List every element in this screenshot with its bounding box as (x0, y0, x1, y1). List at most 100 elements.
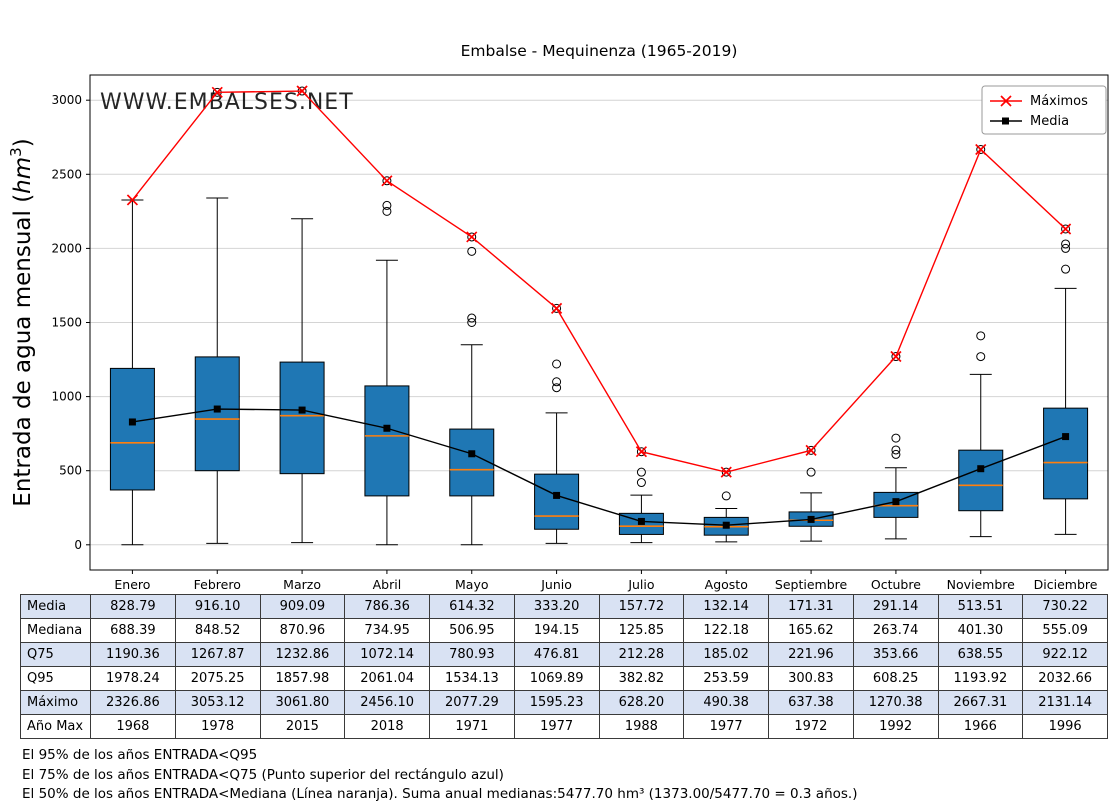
stat-cell: 1971 (429, 714, 515, 739)
x-tick-label: Agosto (705, 577, 748, 592)
series-máximos (126, 85, 1072, 478)
stat-cell: 157.72 (598, 594, 685, 619)
box-month-1 (194, 87, 240, 544)
y-tick-label: 3000 (51, 93, 82, 107)
stat-cell: 506.95 (429, 618, 515, 643)
x-tick-labels: Enero Febrero Marzo Abril Mayo Junio Julio Agos… (114, 570, 1098, 592)
iqr-box (958, 449, 1004, 512)
footer-notes: El 95% de los años ENTRADA<Q95 El 75% de … (22, 746, 857, 805)
outlier-marker (806, 445, 816, 455)
stat-cell: 1270.38 (852, 690, 939, 715)
outlier-marker (806, 467, 816, 477)
row-label: Mediana (20, 618, 91, 643)
stat-cell: 1972 (768, 714, 854, 739)
legend-label: Media (1030, 114, 1069, 129)
stat-cell: 1988 (598, 714, 685, 739)
y-axis-label: Entrada de agua mensual (hm3) (7, 138, 36, 506)
x-tick-label: Diciembre (1034, 577, 1098, 592)
outlier-marker (891, 352, 901, 362)
stat-cell: 1595.23 (513, 690, 600, 715)
outlier-marker (976, 331, 986, 341)
stat-cell: 221.96 (768, 642, 854, 667)
box-month-8 (788, 445, 834, 542)
outlier-marker (721, 491, 731, 501)
box-month-2 (279, 86, 325, 544)
stat-cell: 1069.89 (513, 666, 600, 691)
box-month-7 (703, 467, 749, 543)
outlier-marker (891, 449, 901, 459)
stat-cell: 2018 (344, 714, 430, 739)
y-tick-labels: 0 500 1000 1500 2000 2500 3000 (51, 93, 90, 552)
outlier-marker (467, 313, 477, 323)
square-marker-icon (1002, 117, 1009, 125)
stat-cell: 3061.80 (259, 690, 346, 715)
stat-cell: 1977 (683, 714, 769, 739)
stat-cell: 382.82 (598, 666, 685, 691)
x-tick-label: Julio (627, 577, 654, 592)
stat-cell: 608.25 (852, 666, 939, 691)
outlier-marker (636, 447, 646, 457)
y-tick-label: 1000 (51, 390, 82, 404)
x-tick-label: Octubre (871, 577, 921, 592)
footer-note: El 75% de los años ENTRADA<Q75 (Punto su… (22, 766, 504, 783)
x-tick-label: Junio (540, 577, 572, 592)
stat-cell: 688.39 (90, 618, 176, 643)
iqr-box (109, 367, 155, 491)
stat-cell: 1966 (937, 714, 1024, 739)
stat-cell: 476.81 (513, 642, 600, 667)
stat-cell: 300.83 (768, 666, 854, 691)
box-month-4 (449, 232, 495, 546)
stat-cell: 132.14 (683, 594, 769, 619)
stat-cell: 291.14 (852, 594, 939, 619)
outlier-marker (1061, 243, 1071, 253)
y-tick-label: 0 (74, 538, 82, 552)
stat-cell: 730.22 (1022, 594, 1108, 619)
stats-row: Mediana 688.39 848.52 870.96 734.95 506.95 194… (20, 618, 1108, 643)
row-label: Q95 (20, 666, 91, 691)
stat-cell: 786.36 (344, 594, 430, 619)
stat-cell: 194.15 (513, 618, 600, 643)
grid-lines (90, 99, 1108, 546)
x-tick-label: Febrero (194, 577, 241, 592)
outlier-marker (976, 352, 986, 362)
stat-cell: 185.02 (683, 642, 769, 667)
iqr-box (194, 356, 240, 472)
stats-row: Año Max 1968 1978 2015 2018 1971 1977 1988 1977 1… (20, 714, 1108, 739)
stat-cell: 2326.86 (90, 690, 176, 715)
stat-cell: 171.31 (768, 594, 854, 619)
row-label: Q75 (20, 642, 91, 667)
stat-cell: 1996 (1022, 714, 1108, 739)
stats-row: Máximo 2326.86 3053.12 3061.80 2456.10 2077.2… (20, 690, 1108, 715)
stat-cell: 1232.86 (259, 642, 346, 667)
outlier-marker (976, 145, 986, 155)
stat-cell: 122.18 (683, 618, 769, 643)
stat-cell: 637.38 (768, 690, 854, 715)
outlier-marker (1061, 224, 1071, 234)
stat-cell: 780.93 (429, 642, 515, 667)
footer-note: El 50% de los años ENTRADA<Mediana (Líne… (22, 786, 858, 802)
outlier-marker (636, 478, 646, 488)
stat-cell: 1267.87 (174, 642, 261, 667)
x-tick-label: Mayo (455, 577, 489, 592)
x-tick-label: Septiembre (775, 577, 848, 592)
stat-cell: 2077.29 (429, 690, 515, 715)
box-month-10 (958, 145, 1004, 538)
x-tick-label: Marzo (283, 577, 321, 592)
stat-cell: 628.20 (598, 690, 685, 715)
stat-cell: 1857.98 (259, 666, 346, 691)
outlier-marker (467, 318, 477, 327)
y-tick-label: 1500 (51, 316, 82, 330)
stat-cell: 1193.92 (937, 666, 1024, 691)
outlier-marker (467, 246, 477, 256)
x-tick-label: Noviembre (947, 577, 1016, 592)
stat-cell: 2061.04 (344, 666, 430, 691)
stat-cell: 513.51 (937, 594, 1024, 619)
stat-cell: 253.59 (683, 666, 769, 691)
stat-cell: 2075.25 (174, 666, 261, 691)
legend-label: Máximos (1030, 94, 1088, 109)
outlier-marker (552, 359, 562, 369)
stat-cell: 922.12 (1022, 642, 1108, 667)
stat-cell: 870.96 (259, 618, 346, 643)
stat-cell: 555.09 (1022, 618, 1108, 643)
boxplot-chart: 0 500 1000 1500 2000 2500 3000 WWW.EMBALSES.NET… (7, 74, 1109, 592)
